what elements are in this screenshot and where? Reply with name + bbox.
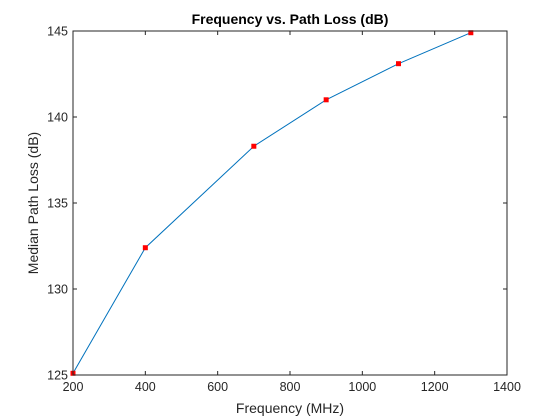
x-tick-label: 400	[135, 380, 156, 394]
x-tick-label: 1000	[348, 380, 376, 394]
y-axis-label: Median Path Loss (dB)	[25, 132, 41, 274]
plot-background	[73, 31, 507, 375]
x-tick-label: 200	[63, 380, 84, 394]
y-tick-label: 140	[47, 111, 68, 125]
data-point	[323, 97, 329, 103]
x-tick-label: 1200	[421, 380, 449, 394]
x-tick-label: 1400	[493, 380, 521, 394]
y-tick-label: 130	[47, 283, 68, 297]
chart-title: Frequency vs. Path Loss (dB)	[192, 11, 389, 27]
y-axis: 125 130 135 140 145	[47, 25, 507, 383]
data-point	[251, 143, 257, 149]
data-point	[142, 245, 148, 251]
y-tick-label: 125	[47, 369, 68, 383]
data-point	[468, 30, 474, 36]
x-tick-label: 800	[280, 380, 301, 394]
y-tick-label: 145	[47, 25, 68, 39]
x-axis: 200 400 600 800 1000 1200 1400	[63, 31, 521, 394]
x-axis-label: Frequency (MHz)	[236, 400, 344, 416]
x-tick-label: 600	[207, 380, 228, 394]
data-point	[396, 61, 401, 67]
y-tick-label: 135	[47, 197, 68, 211]
series-line	[72, 32, 472, 374]
